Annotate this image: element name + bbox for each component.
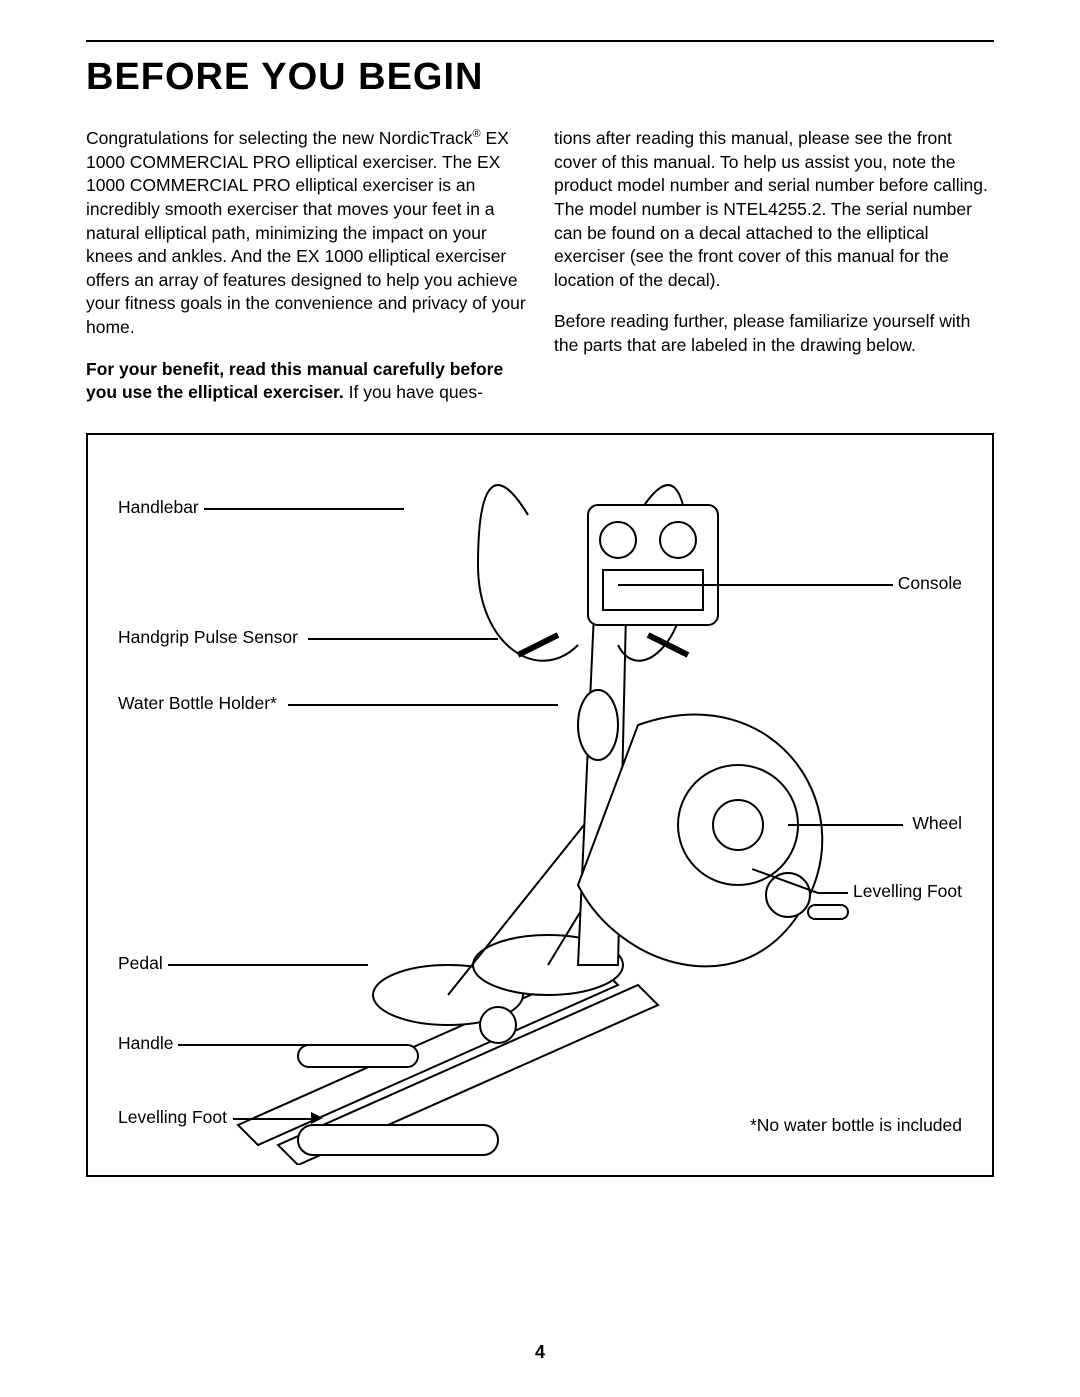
label-levelling-foot-right: Levelling Foot	[853, 881, 962, 902]
label-console: Console	[898, 573, 962, 594]
label-handgrip-pulse-sensor: Handgrip Pulse Sensor	[118, 627, 298, 648]
label-levelling-foot-left: Levelling Foot	[118, 1107, 227, 1128]
label-wheel: Wheel	[912, 813, 962, 834]
familiarize-paragraph: Before reading further, please familiari…	[554, 310, 994, 357]
leader-pedal	[168, 964, 368, 966]
label-pedal: Pedal	[118, 953, 163, 974]
left-column: Congratulations for selecting the new No…	[86, 127, 526, 405]
benefit-rest: If you have ques-	[344, 382, 483, 402]
leader-levelling-left	[233, 1118, 313, 1120]
diagram-box: Handlebar Handgrip Pulse Sensor Water Bo…	[86, 433, 994, 1177]
arrowhead-icon	[311, 1112, 323, 1124]
body-columns: Congratulations for selecting the new No…	[86, 127, 994, 405]
leader-handgrip	[308, 638, 498, 640]
leader-wheel	[788, 824, 903, 826]
leader-handlebar	[204, 508, 404, 510]
registered-mark: ®	[472, 128, 480, 140]
label-handle: Handle	[118, 1033, 173, 1054]
intro-paragraph: Congratulations for selecting the new No…	[86, 127, 526, 340]
label-water-bottle-holder: Water Bottle Holder*	[118, 693, 277, 714]
leader-console	[618, 584, 893, 586]
elliptical-machine-illustration	[218, 445, 898, 1165]
label-no-water-bottle-note: *No water bottle is included	[750, 1115, 962, 1136]
leader-handle	[178, 1044, 308, 1046]
label-handlebar: Handlebar	[118, 497, 199, 518]
page-container: BEFORE YOU BEGIN Congratulations for sel…	[0, 0, 1080, 1397]
intro-text-a: Congratulations for selecting the new No…	[86, 128, 472, 148]
page-title: BEFORE YOU BEGIN	[86, 56, 994, 99]
questions-paragraph: tions after reading this manual, please …	[554, 127, 994, 292]
top-horizontal-rule	[86, 40, 994, 42]
leader-waterbottle	[288, 704, 558, 706]
leader-levelling-right	[818, 892, 848, 894]
page-number: 4	[0, 1342, 1080, 1363]
right-column: tions after reading this manual, please …	[554, 127, 994, 405]
intro-text-b: EX 1000 COMMERCIAL PRO elliptical exerci…	[86, 128, 526, 337]
benefit-paragraph: For your benefit, read this manual caref…	[86, 358, 526, 405]
